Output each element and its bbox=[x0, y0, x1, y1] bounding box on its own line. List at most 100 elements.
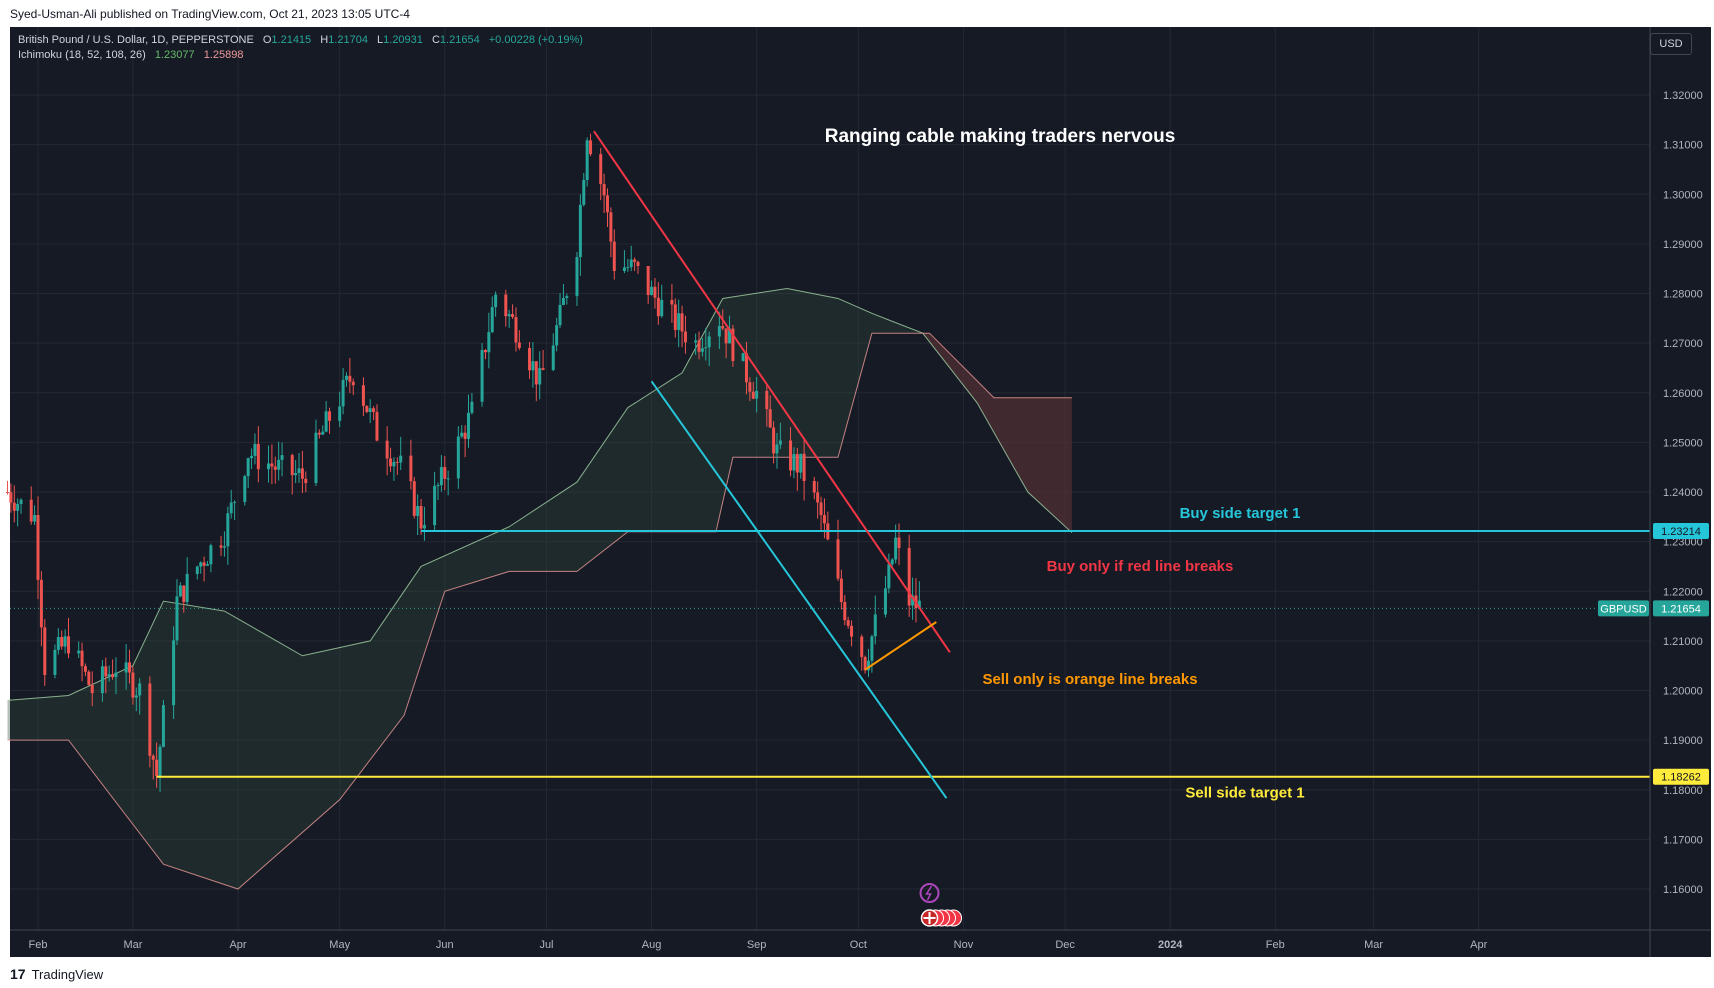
candle-body bbox=[480, 349, 484, 402]
candle-body bbox=[436, 485, 440, 487]
candle-body bbox=[87, 671, 91, 685]
candle-body bbox=[138, 683, 142, 696]
candle-body bbox=[839, 578, 843, 603]
candle-body bbox=[412, 481, 416, 516]
candle-body bbox=[890, 559, 894, 565]
candle-body bbox=[148, 683, 152, 756]
candle-body bbox=[270, 463, 274, 467]
candle-body bbox=[867, 660, 871, 671]
candle-body bbox=[887, 564, 891, 589]
candle-body bbox=[653, 286, 657, 298]
sell-level-price-label-bg bbox=[1653, 768, 1709, 785]
candle-body bbox=[246, 458, 250, 477]
candle-body bbox=[748, 382, 752, 392]
candle-body bbox=[578, 204, 582, 258]
candle-body bbox=[626, 267, 630, 269]
candle-body bbox=[816, 492, 820, 503]
candle-body bbox=[677, 313, 681, 330]
candle-body bbox=[67, 636, 71, 654]
indicator-name: Ichimoku (18, 52, 108, 26) bbox=[18, 49, 146, 61]
buy-level-price-label-bg bbox=[1653, 523, 1709, 540]
candle-body bbox=[368, 408, 372, 412]
candle-body bbox=[819, 502, 823, 515]
candle-body bbox=[812, 480, 816, 493]
candle-body bbox=[765, 390, 769, 410]
candle-body bbox=[314, 432, 318, 484]
open-label: O bbox=[262, 34, 272, 46]
candle-body bbox=[219, 545, 223, 548]
candle-body bbox=[155, 759, 159, 777]
candle-body bbox=[63, 636, 67, 647]
y-tick-label: 1.18000 bbox=[1663, 785, 1703, 797]
candle-body bbox=[12, 502, 16, 511]
candle-body bbox=[338, 406, 342, 421]
y-tick-label: 1.24000 bbox=[1663, 487, 1703, 499]
candle-body bbox=[673, 304, 677, 330]
change-value: +0.00228 (+0.19%) bbox=[488, 34, 583, 46]
candle-body bbox=[487, 332, 491, 353]
candle-body bbox=[365, 405, 369, 412]
candle-body bbox=[873, 614, 877, 637]
candle-body bbox=[860, 636, 864, 657]
candle-body bbox=[599, 154, 603, 184]
candle-body bbox=[419, 506, 423, 529]
y-tick-label: 1.17000 bbox=[1663, 834, 1703, 846]
chart-title: Ranging cable making traders nervous bbox=[825, 126, 1176, 147]
candle-body bbox=[697, 340, 701, 352]
currency-button[interactable]: USD bbox=[1650, 33, 1692, 55]
cyan-support-trendline bbox=[650, 380, 948, 799]
candle-body bbox=[721, 326, 725, 329]
candle-body bbox=[555, 325, 559, 346]
symbol-tag-bg bbox=[1598, 600, 1649, 617]
candle-body bbox=[741, 353, 745, 362]
senkou-span-a bbox=[7, 288, 1073, 701]
high-label: H bbox=[320, 34, 329, 46]
candle-body bbox=[233, 501, 237, 503]
y-tick-label: 1.19000 bbox=[1663, 735, 1703, 747]
candle-body bbox=[36, 515, 40, 580]
y-tick-label: 1.32000 bbox=[1663, 90, 1703, 102]
candle-body bbox=[111, 674, 115, 678]
candle-body bbox=[361, 385, 365, 406]
candle-body bbox=[80, 650, 84, 667]
candle-body bbox=[205, 564, 209, 566]
candle-body bbox=[253, 443, 257, 456]
y-tick-label: 1.16000 bbox=[1663, 884, 1703, 896]
candle-body bbox=[53, 649, 57, 675]
open-value: 1.21415 bbox=[271, 34, 312, 46]
candle-body bbox=[60, 637, 64, 647]
candle-body bbox=[104, 666, 108, 677]
candle-body bbox=[565, 296, 569, 299]
y-tick-label: 1.23000 bbox=[1663, 537, 1703, 549]
last-price-label-bg bbox=[1653, 600, 1709, 617]
candle-body bbox=[422, 525, 426, 529]
candle-body bbox=[707, 336, 711, 348]
candle-body bbox=[467, 412, 471, 439]
candle-body bbox=[209, 545, 213, 565]
x-tick-label: May bbox=[329, 939, 350, 951]
candle-body bbox=[389, 458, 393, 467]
candle-body bbox=[507, 314, 511, 317]
candle-body bbox=[531, 361, 535, 371]
candle-body bbox=[273, 466, 277, 470]
candle-body bbox=[490, 307, 494, 333]
close-value: 1.21654 bbox=[439, 34, 480, 46]
candle-body bbox=[731, 328, 735, 362]
candle-body bbox=[538, 368, 542, 385]
candle-body bbox=[199, 562, 203, 567]
candle-body bbox=[768, 409, 772, 428]
candle-body bbox=[778, 440, 782, 445]
candle-body bbox=[728, 328, 732, 344]
candle-body bbox=[897, 537, 901, 548]
y-tick-label: 1.28000 bbox=[1663, 289, 1703, 301]
candle-body bbox=[612, 241, 616, 272]
candle-body bbox=[250, 455, 254, 459]
x-tick-label: 2024 bbox=[1158, 939, 1183, 951]
candle-body bbox=[744, 353, 748, 383]
indicator-legend[interactable]: Ichimoku (18, 52, 108, 26) 1.23077 1.258… bbox=[18, 49, 243, 61]
ichimoku-cloud-fill bbox=[7, 288, 1072, 890]
low-label: L bbox=[377, 34, 384, 46]
symbol-tag: GBPUSD bbox=[1600, 603, 1647, 615]
candle-body bbox=[541, 368, 545, 370]
